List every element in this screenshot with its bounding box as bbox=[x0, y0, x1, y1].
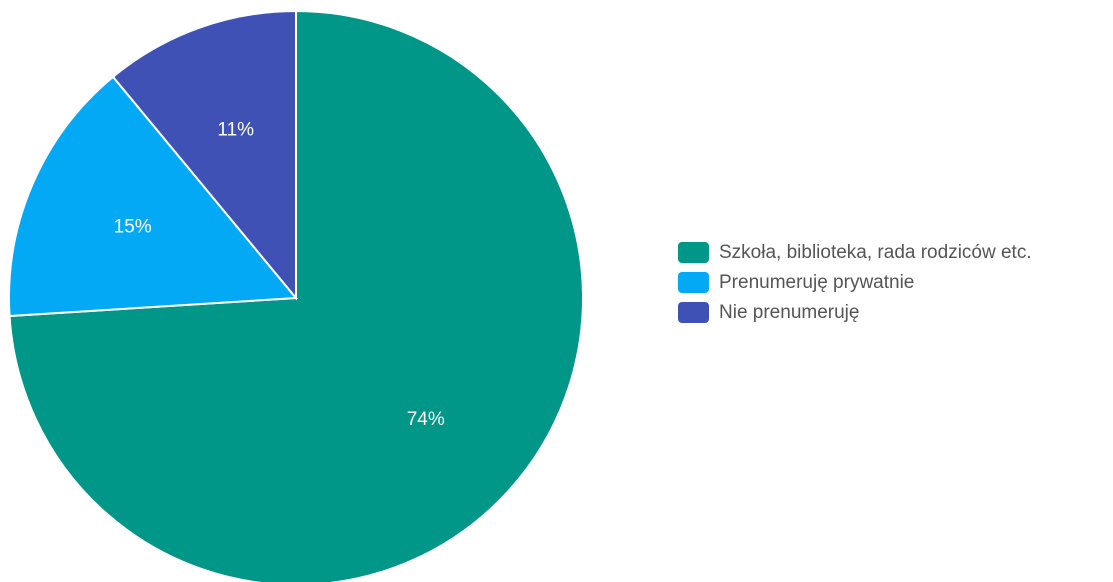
legend-label: Szkoła, biblioteka, rada rodziców etc. bbox=[719, 241, 1032, 263]
pie-labels: 74% 15% 11% bbox=[114, 120, 445, 430]
legend-item-private[interactable]: Prenumeruję prywatnie bbox=[678, 268, 1032, 297]
legend-label: Prenumeruję prywatnie bbox=[719, 271, 915, 293]
legend-swatch bbox=[678, 272, 709, 293]
pie-slice-2[interactable] bbox=[111, 9, 297, 301]
legend-item-school[interactable]: Szkoła, biblioteka, rada rodziców etc. bbox=[678, 238, 1032, 267]
legend-swatch bbox=[678, 242, 709, 263]
pie-slice-1[interactable] bbox=[8, 75, 299, 318]
legend-item-none[interactable]: Nie prenumeruję bbox=[678, 298, 1032, 327]
pie-slice-label-0: 74% bbox=[407, 409, 445, 430]
legend-label: Nie prenumeruję bbox=[719, 301, 860, 323]
pie-slices bbox=[8, 9, 584, 582]
legend: Szkoła, biblioteka, rada rodziców etc. P… bbox=[678, 238, 1032, 328]
pie-slice-label-1: 15% bbox=[114, 216, 152, 237]
pie-chart: 74% 15% 11% bbox=[8, 9, 584, 582]
legend-swatch bbox=[678, 302, 709, 323]
pie-slice-label-2: 11% bbox=[217, 120, 254, 141]
